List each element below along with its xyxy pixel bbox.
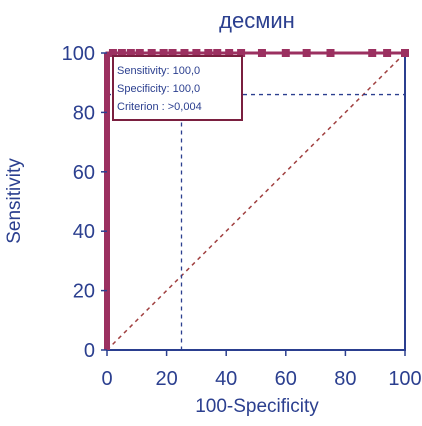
- roc-point-10: [180, 49, 189, 57]
- x-tick-label-1: 0: [101, 368, 112, 390]
- roc-point-6: [135, 49, 144, 57]
- x-tick-label-2: 20: [155, 368, 177, 390]
- y-tick-label-2: 20: [73, 281, 95, 303]
- annotation-line-1: Sensitivity: 100,0: [117, 65, 200, 77]
- roc-point-3: [108, 49, 117, 57]
- roc-point-9: [168, 49, 177, 57]
- y-tick-label-3: 40: [73, 221, 95, 243]
- roc-point-5: [126, 49, 135, 57]
- annotation-line-3: Criterion : >0,004: [117, 101, 202, 113]
- roc-point-14: [225, 49, 234, 57]
- y-tick-label-5: 80: [73, 102, 95, 124]
- plot-elements: 0 20 40 60 80 100 0 20 40 60 80 100: [62, 43, 422, 390]
- y-axis-label: Sensitivity: [4, 158, 25, 244]
- roc-point-18: [302, 49, 311, 57]
- y-tick-label-4: 60: [73, 162, 95, 184]
- roc-point-16: [257, 49, 266, 57]
- roc-point-21: [383, 49, 392, 57]
- roc-point-8: [159, 49, 168, 57]
- x-tick-label-5: 80: [334, 368, 356, 390]
- reference-line: [106, 52, 406, 351]
- roc-curve: [105, 51, 405, 350]
- roc-point-20: [368, 49, 377, 57]
- x-axis-label: 100-Specificity: [195, 396, 319, 417]
- roc-point-7: [147, 49, 156, 57]
- roc-point-11: [192, 49, 201, 57]
- roc-point-13: [213, 49, 222, 57]
- x-tick-label-3: 40: [215, 368, 237, 390]
- roc-point-17: [281, 49, 290, 57]
- roc-point-15: [237, 49, 246, 57]
- annotation-box: Sensitivity: 100,0 Specificity: 100,0 Cr…: [112, 55, 243, 121]
- y-tick-label-1: 0: [84, 340, 95, 362]
- annotation-border: [112, 55, 243, 121]
- roc-point-4: [117, 49, 126, 57]
- annotation-line-2: Specificity: 100,0: [117, 83, 200, 95]
- dashed-box-2: [106, 93, 406, 351]
- roc-point-12: [204, 49, 213, 57]
- roc-point-22: [401, 49, 409, 57]
- roc-point-19: [326, 49, 335, 57]
- x-tick-label-4: 60: [275, 368, 297, 390]
- y-tick-label-6: 100: [62, 43, 95, 65]
- x-tick-label-6: 100: [388, 368, 421, 390]
- chart-title: десмин: [219, 8, 295, 33]
